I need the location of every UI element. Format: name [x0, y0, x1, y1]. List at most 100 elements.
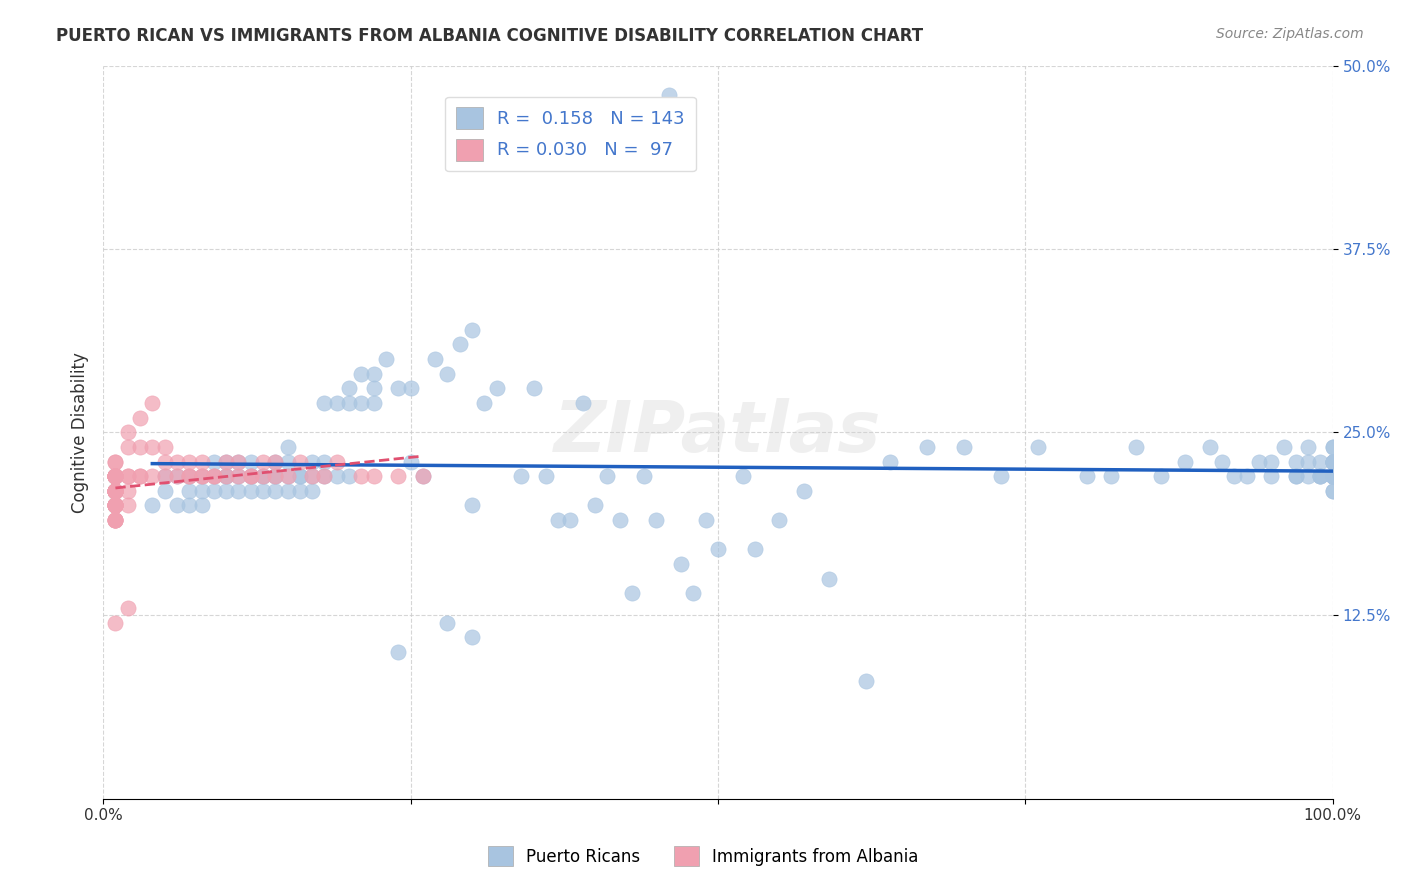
Point — [239, 454, 262, 468]
Legend: R =  0.158   N = 143, R = 0.030   N =  97: R = 0.158 N = 143, R = 0.030 N = 97 — [444, 96, 696, 171]
Point — [153, 440, 176, 454]
Point — [277, 440, 299, 454]
Point — [104, 615, 127, 630]
Point — [215, 483, 238, 498]
Point — [104, 513, 127, 527]
Point — [387, 645, 409, 659]
Point — [855, 674, 877, 689]
Point — [363, 381, 385, 395]
Point — [314, 469, 336, 483]
Point — [202, 454, 225, 468]
Point — [104, 483, 127, 498]
Point — [264, 469, 287, 483]
Point — [1125, 440, 1147, 454]
Point — [179, 499, 201, 513]
Point — [571, 396, 593, 410]
Point — [264, 483, 287, 498]
Point — [252, 454, 274, 468]
Point — [104, 499, 127, 513]
Point — [793, 483, 815, 498]
Point — [215, 454, 238, 468]
Point — [179, 469, 201, 483]
Point — [228, 454, 250, 468]
Point — [915, 440, 938, 454]
Point — [239, 483, 262, 498]
Point — [104, 499, 127, 513]
Point — [215, 469, 238, 483]
Point — [117, 601, 139, 615]
Point — [288, 483, 311, 498]
Point — [264, 454, 287, 468]
Y-axis label: Cognitive Disability: Cognitive Disability — [72, 351, 89, 513]
Point — [104, 483, 127, 498]
Point — [337, 396, 360, 410]
Text: PUERTO RICAN VS IMMIGRANTS FROM ALBANIA COGNITIVE DISABILITY CORRELATION CHART: PUERTO RICAN VS IMMIGRANTS FROM ALBANIA … — [56, 27, 924, 45]
Point — [141, 469, 163, 483]
Point — [1174, 454, 1197, 468]
Point — [1322, 454, 1344, 468]
Point — [288, 469, 311, 483]
Point — [117, 499, 139, 513]
Point — [104, 499, 127, 513]
Point — [301, 483, 323, 498]
Point — [301, 454, 323, 468]
Point — [436, 615, 458, 630]
Point — [1322, 469, 1344, 483]
Point — [510, 469, 533, 483]
Point — [104, 469, 127, 483]
Point — [239, 469, 262, 483]
Point — [314, 396, 336, 410]
Point — [669, 557, 692, 571]
Point — [228, 469, 250, 483]
Point — [1322, 483, 1344, 498]
Point — [215, 469, 238, 483]
Point — [301, 469, 323, 483]
Point — [498, 132, 520, 146]
Point — [596, 469, 619, 483]
Point — [104, 483, 127, 498]
Point — [1198, 440, 1220, 454]
Point — [104, 499, 127, 513]
Point — [1296, 440, 1319, 454]
Point — [104, 454, 127, 468]
Point — [423, 351, 446, 366]
Point — [202, 483, 225, 498]
Point — [387, 381, 409, 395]
Point — [104, 469, 127, 483]
Point — [141, 396, 163, 410]
Point — [1223, 469, 1246, 483]
Point — [153, 454, 176, 468]
Point — [104, 513, 127, 527]
Point — [166, 469, 188, 483]
Point — [129, 469, 152, 483]
Point — [129, 410, 152, 425]
Point — [264, 469, 287, 483]
Point — [1322, 454, 1344, 468]
Point — [104, 483, 127, 498]
Point — [1322, 469, 1344, 483]
Point — [879, 454, 901, 468]
Point — [117, 425, 139, 440]
Point — [190, 454, 212, 468]
Point — [104, 483, 127, 498]
Point — [117, 469, 139, 483]
Point — [190, 469, 212, 483]
Point — [583, 499, 606, 513]
Point — [1322, 454, 1344, 468]
Point — [104, 483, 127, 498]
Point — [153, 483, 176, 498]
Point — [104, 483, 127, 498]
Point — [104, 469, 127, 483]
Point — [239, 469, 262, 483]
Point — [461, 499, 484, 513]
Point — [363, 367, 385, 381]
Point — [1272, 440, 1295, 454]
Point — [104, 469, 127, 483]
Point — [1076, 469, 1098, 483]
Point — [202, 469, 225, 483]
Point — [1322, 469, 1344, 483]
Point — [326, 469, 349, 483]
Point — [104, 469, 127, 483]
Point — [166, 454, 188, 468]
Point — [695, 513, 717, 527]
